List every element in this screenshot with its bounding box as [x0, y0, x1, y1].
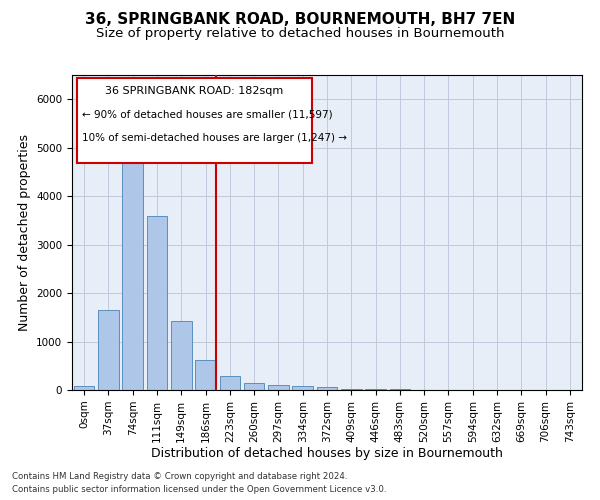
- Bar: [268, 384, 289, 390]
- Bar: [317, 388, 337, 390]
- Text: Size of property relative to detached houses in Bournemouth: Size of property relative to detached ho…: [96, 28, 504, 40]
- Text: Contains public sector information licensed under the Open Government Licence v3: Contains public sector information licen…: [12, 485, 386, 494]
- Text: 36, SPRINGBANK ROAD, BOURNEMOUTH, BH7 7EN: 36, SPRINGBANK ROAD, BOURNEMOUTH, BH7 7E…: [85, 12, 515, 28]
- FancyBboxPatch shape: [77, 78, 312, 163]
- Bar: [292, 386, 313, 390]
- Bar: [146, 216, 167, 390]
- Text: 10% of semi-detached houses are larger (1,247) →: 10% of semi-detached houses are larger (…: [82, 134, 347, 143]
- Bar: [341, 388, 362, 390]
- Bar: [220, 376, 240, 390]
- Text: ← 90% of detached houses are smaller (11,597): ← 90% of detached houses are smaller (11…: [82, 110, 333, 120]
- Bar: [171, 321, 191, 390]
- Y-axis label: Number of detached properties: Number of detached properties: [17, 134, 31, 331]
- Bar: [98, 310, 119, 390]
- Bar: [195, 360, 216, 390]
- Bar: [244, 383, 265, 390]
- Text: 36 SPRINGBANK ROAD: 182sqm: 36 SPRINGBANK ROAD: 182sqm: [105, 86, 284, 96]
- Text: Contains HM Land Registry data © Crown copyright and database right 2024.: Contains HM Land Registry data © Crown c…: [12, 472, 347, 481]
- X-axis label: Distribution of detached houses by size in Bournemouth: Distribution of detached houses by size …: [151, 448, 503, 460]
- Bar: [122, 146, 143, 390]
- Bar: [365, 389, 386, 390]
- Bar: [74, 386, 94, 390]
